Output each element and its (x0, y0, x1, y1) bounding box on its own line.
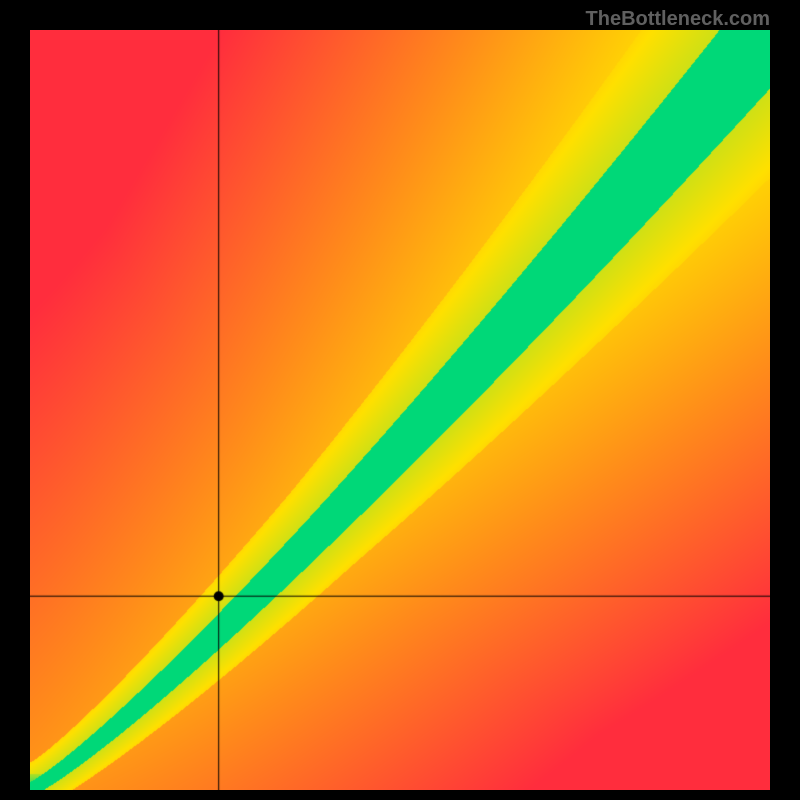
watermark-text: TheBottleneck.com (586, 8, 770, 31)
chart-container: TheBottleneck.com (0, 0, 800, 800)
bottleneck-heatmap (30, 30, 770, 790)
